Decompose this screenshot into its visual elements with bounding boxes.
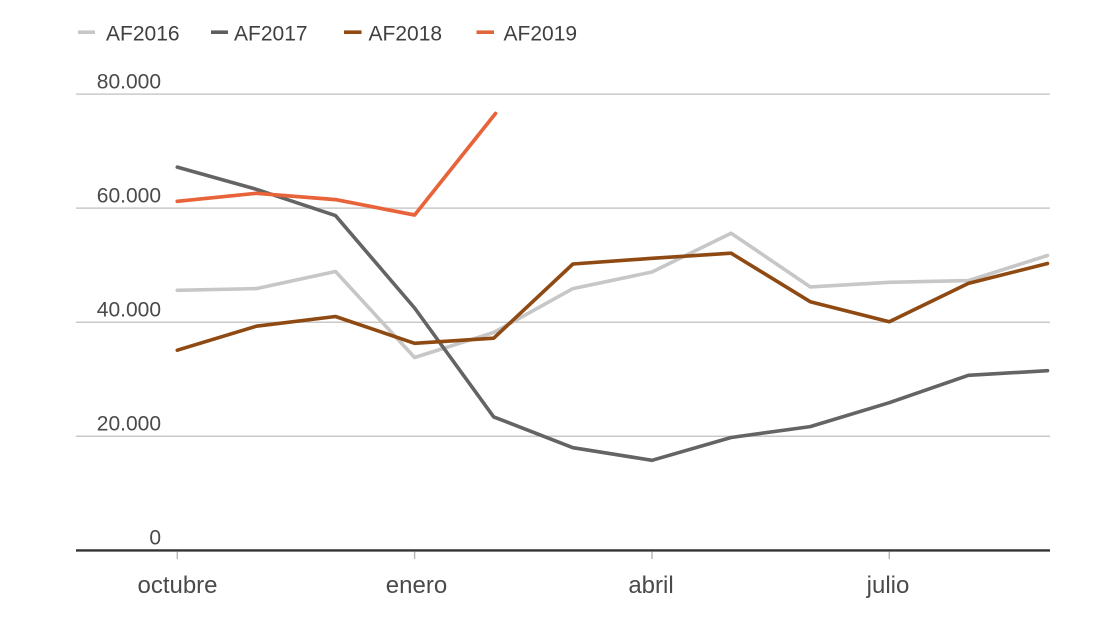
svg-text:abril: abril bbox=[628, 572, 673, 599]
svg-text:AF2017: AF2017 bbox=[234, 23, 308, 46]
svg-text:AF2019: AF2019 bbox=[504, 23, 578, 46]
svg-text:20.000: 20.000 bbox=[97, 413, 161, 436]
svg-text:octubre: octubre bbox=[137, 572, 217, 599]
svg-text:julio: julio bbox=[866, 572, 910, 599]
svg-text:enero: enero bbox=[386, 572, 447, 599]
svg-text:80.000: 80.000 bbox=[97, 71, 161, 94]
svg-text:AF2016: AF2016 bbox=[106, 23, 180, 46]
svg-text:60.000: 60.000 bbox=[97, 185, 161, 208]
svg-text:40.000: 40.000 bbox=[97, 299, 161, 322]
svg-text:AF2018: AF2018 bbox=[369, 23, 443, 46]
svg-text:0: 0 bbox=[149, 527, 161, 550]
